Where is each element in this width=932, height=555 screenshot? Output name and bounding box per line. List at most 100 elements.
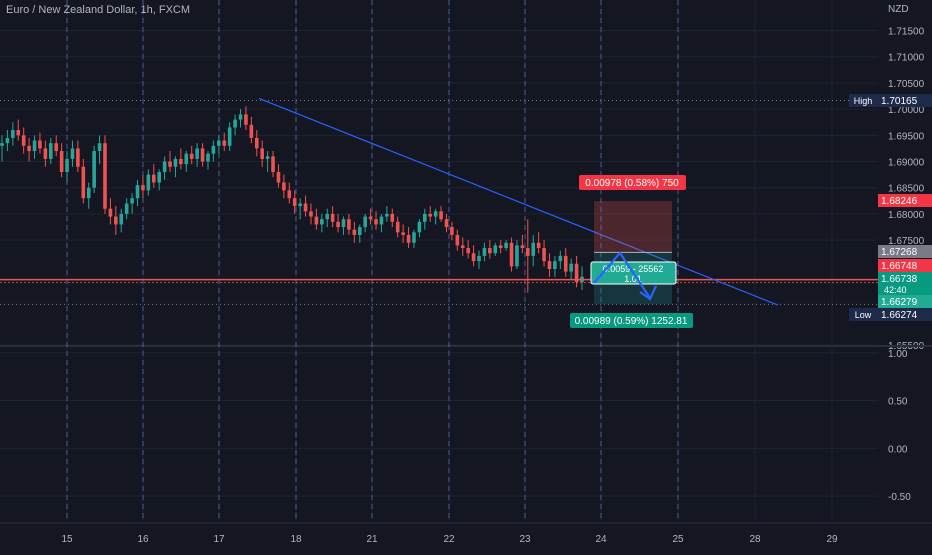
candle-body [525, 248, 530, 256]
candle-body [54, 143, 59, 152]
candle-body [157, 172, 161, 183]
candle-body [357, 227, 362, 235]
candle-body [103, 143, 107, 209]
price-tag-label-bg [849, 308, 878, 321]
y-tick-label: 1.68000 [888, 210, 925, 221]
candle-body [303, 203, 308, 212]
candle-body [347, 219, 351, 230]
price-tag-value: 1.68246 [881, 196, 918, 207]
candle-body [330, 213, 335, 222]
y-tick-label: 1.68500 [888, 184, 925, 195]
candle-body [141, 185, 145, 191]
price-tag-bg [878, 295, 932, 308]
candle-body [211, 145, 216, 154]
candle-body [249, 124, 254, 138]
candle-body [16, 130, 21, 136]
candle-body [184, 153, 189, 165]
candle-body [504, 242, 508, 249]
candle-body [86, 187, 91, 199]
candle-body [558, 255, 563, 262]
symbol-title: Euro / New Zealand Dollar, 1h, FXCM [6, 4, 191, 16]
candle-body [227, 127, 232, 146]
candle-body [395, 221, 400, 233]
candle-body [179, 158, 183, 165]
candle-body [5, 137, 10, 144]
candle-body [488, 248, 492, 254]
price-tag-bg [878, 245, 932, 258]
candle-body [406, 234, 411, 243]
candle-body [320, 219, 324, 225]
candle-body [455, 234, 460, 246]
candle-body [260, 148, 264, 159]
candle-body [412, 232, 416, 243]
price-tag-value: 1.70165 [881, 96, 918, 107]
osc-y-tick-label: 0.00 [888, 444, 908, 455]
candle-body [574, 263, 579, 283]
candle-body [244, 114, 248, 125]
price-tag-value: 1.66279 [881, 297, 918, 308]
x-tick-label: 22 [443, 534, 455, 545]
price-tag-bg [878, 272, 932, 296]
candle-body [292, 198, 297, 207]
candle-body [553, 261, 557, 269]
candle-body [0, 143, 4, 146]
price-tag-value: 1.66738 [881, 274, 918, 285]
y-tick-label: 1.70500 [888, 79, 925, 90]
candle-body [151, 174, 156, 183]
price-tag-bg [878, 308, 932, 321]
candle-body [444, 219, 449, 228]
candle-body [460, 245, 465, 249]
candle-body [162, 161, 167, 173]
position-center-line1: 0.0059 - 25562 [603, 264, 664, 274]
candle-body [363, 216, 367, 228]
price-tag-value: 1.66748 [881, 261, 918, 272]
candle-body [450, 227, 454, 235]
trendline [258, 97, 779, 306]
x-tick-label: 25 [672, 534, 684, 545]
candle-body [314, 216, 319, 225]
position-center-line2: 1.01 [624, 274, 642, 284]
candle-body [401, 232, 405, 235]
y-tick-label: 1.71500 [888, 26, 925, 37]
candle-body [282, 182, 286, 191]
candle-body [531, 242, 536, 256]
candle-body [48, 143, 53, 159]
candle-body [70, 148, 75, 159]
candle-body [352, 229, 357, 235]
x-tick-label: 15 [61, 534, 73, 545]
candle-body [287, 190, 292, 199]
candle-body [81, 166, 86, 199]
candle-body [108, 208, 113, 217]
candle-body [222, 140, 227, 146]
candle-body [374, 219, 378, 225]
x-tick-label: 28 [749, 534, 761, 545]
candle-body [254, 137, 259, 149]
candle-body [428, 213, 433, 217]
stop-label: 0.00978 (0.58%) 750 [585, 178, 679, 189]
candle-body [233, 119, 237, 128]
candle-body [238, 114, 243, 120]
osc-y-tick-label: -0.50 [888, 492, 911, 503]
candle-body [206, 153, 210, 162]
candle-body [195, 148, 199, 159]
candle-body [563, 255, 568, 272]
projected-arrowhead [639, 285, 657, 301]
candle-body [124, 203, 129, 214]
candle-body [477, 255, 481, 262]
candle-body [135, 185, 140, 199]
osc-y-tick-label: 1.00 [888, 349, 908, 360]
x-tick-label: 23 [519, 534, 531, 545]
candle-body [509, 242, 514, 267]
candle-body [97, 143, 102, 152]
candle-body [466, 248, 470, 254]
price-tag-label: High [854, 96, 873, 106]
x-tick-label: 16 [137, 534, 149, 545]
y-tick-label: 1.69000 [888, 158, 925, 169]
candle-body [325, 213, 330, 220]
x-tick-label: 24 [595, 534, 607, 545]
candle-body [114, 216, 118, 225]
price-tag-bg [878, 194, 932, 207]
